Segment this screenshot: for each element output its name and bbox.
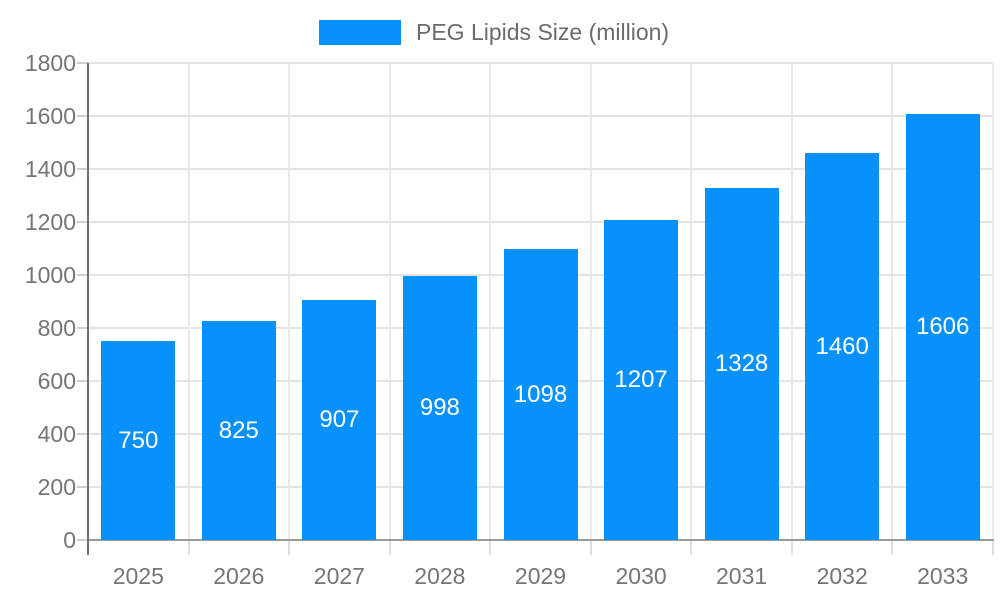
y-axis-tick [77,380,88,382]
y-axis-label: 800 [37,315,76,341]
bar-value-label: 1098 [513,380,568,408]
x-axis-tick [992,540,994,555]
y-axis-label: 600 [37,368,76,394]
x-axis-tick [790,540,793,555]
x-axis-tick [288,540,291,555]
y-axis-tick [77,221,88,223]
y-axis-tick [77,433,88,435]
y-axis-label: 1600 [24,103,76,129]
x-gridline [288,63,291,540]
bar-value-label: 998 [419,393,460,421]
x-axis-label-2032: 2032 [816,563,868,589]
x-gridline [489,63,492,540]
y-axis-line [87,63,89,555]
x-axis-label-2030: 2030 [615,563,667,589]
x-gridline [589,63,592,540]
x-axis-label-2029: 2029 [514,563,567,589]
x-gridline [891,63,894,540]
y-axis-tick [77,539,88,541]
y-axis-label: 0 [63,527,76,553]
bar-2028[interactable]: 998 [402,275,477,540]
x-gridline [690,63,693,540]
bar-value-label: 1328 [714,350,769,378]
x-gridline [187,63,190,540]
y-axis-tick [77,274,88,276]
bar-value-label: 1606 [915,313,970,341]
bar-2027[interactable]: 907 [302,299,377,540]
bar-2025[interactable]: 750 [101,341,176,541]
legend-label: PEG Lipids Size (million) [416,19,670,45]
x-gridline [992,63,994,540]
y-axis-label: 400 [37,421,76,447]
x-axis-tick [489,540,492,555]
x-gridline [388,63,391,540]
x-axis-tick [891,540,894,555]
bar-value-label: 907 [319,405,360,433]
y-gridline [88,221,993,223]
y-axis-label: 200 [37,474,76,500]
x-axis-label-2033: 2033 [917,563,969,589]
x-axis-label-2031: 2031 [716,563,768,589]
x-gridline [790,63,793,540]
y-gridline [88,62,993,64]
x-axis-tick [589,540,592,555]
bar-2026[interactable]: 825 [201,321,276,540]
bar-2031[interactable]: 1328 [704,188,779,540]
y-axis-label: 1400 [24,156,76,182]
y-axis-label: 1000 [24,262,76,288]
y-gridline [88,115,993,117]
bar-value-label: 1207 [614,366,668,394]
y-axis-label: 1200 [24,209,76,235]
x-axis-tick [690,540,693,555]
bar-value-label: 750 [118,426,159,454]
bar-value-label: 1460 [815,332,869,360]
y-axis-tick [77,62,88,64]
x-axis-tick [388,540,391,555]
x-axis-label-2026: 2026 [213,563,265,589]
x-axis-label-2027: 2027 [313,563,365,589]
y-axis-label: 1800 [24,50,76,76]
bar-2030[interactable]: 1207 [604,220,679,540]
legend-item[interactable]: PEG Lipids Size (million) [319,19,669,46]
y-axis-tick [77,168,88,170]
bar-value-label: 825 [218,416,259,444]
x-axis-label-2028: 2028 [414,563,466,589]
y-axis-tick [77,327,88,329]
x-axis-label-2025: 2025 [112,563,164,589]
x-axis-tick [187,540,190,555]
y-axis-tick [77,115,88,117]
bar-2029[interactable]: 1098 [503,249,578,540]
x-axis-line [87,539,994,541]
y-axis-tick [77,486,88,488]
bar-2032[interactable]: 1460 [805,153,880,540]
y-gridline [88,168,993,170]
bar-2033[interactable]: 1606 [905,114,980,540]
legend-swatch-icon [319,20,401,45]
